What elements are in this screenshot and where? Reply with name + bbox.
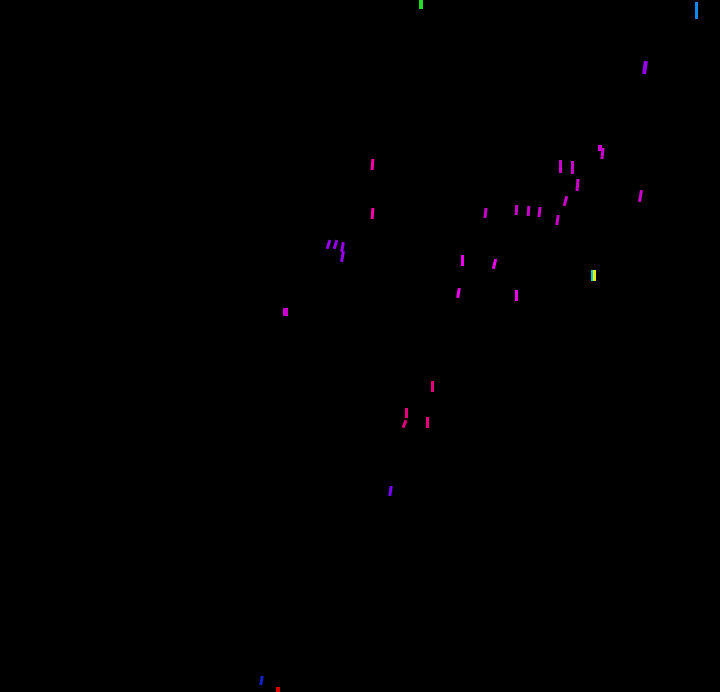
scatter-marker <box>340 250 345 263</box>
scatter-marker <box>591 270 594 281</box>
scatter-marker <box>370 207 375 220</box>
scatter-marker <box>491 258 498 270</box>
scatter-marker <box>537 206 542 218</box>
scatter-marker <box>600 147 605 160</box>
scatter-marker <box>593 270 596 281</box>
scatter-marker <box>456 287 461 299</box>
scatter-marker <box>332 239 339 250</box>
scatter-marker <box>526 205 531 217</box>
scatter-marker <box>483 207 488 219</box>
scatter-marker <box>637 189 644 203</box>
scatter-marker <box>325 239 332 250</box>
scatter-marker <box>426 417 429 428</box>
scatter-marker <box>514 204 519 216</box>
scatter-marker <box>401 419 408 429</box>
scatter-marker <box>461 255 464 266</box>
scatter-marker <box>405 408 408 418</box>
scatter-marker <box>388 485 393 497</box>
scatter-marker <box>555 214 560 226</box>
scatter-marker <box>370 158 375 171</box>
scatter-marker <box>283 308 288 316</box>
scatter-marker <box>431 381 434 392</box>
scatter-marker <box>562 195 569 207</box>
scatter-marker <box>598 145 602 151</box>
scatter-marker <box>571 161 574 174</box>
scatter-marker <box>559 160 562 173</box>
scatter-marker <box>695 2 698 19</box>
scatter-marker <box>419 0 423 9</box>
scatter-marker <box>515 290 518 301</box>
scatter-marker <box>276 687 280 692</box>
scatter-marker <box>642 60 648 75</box>
scatter-marker <box>259 675 264 686</box>
scatter-marker <box>575 178 580 192</box>
